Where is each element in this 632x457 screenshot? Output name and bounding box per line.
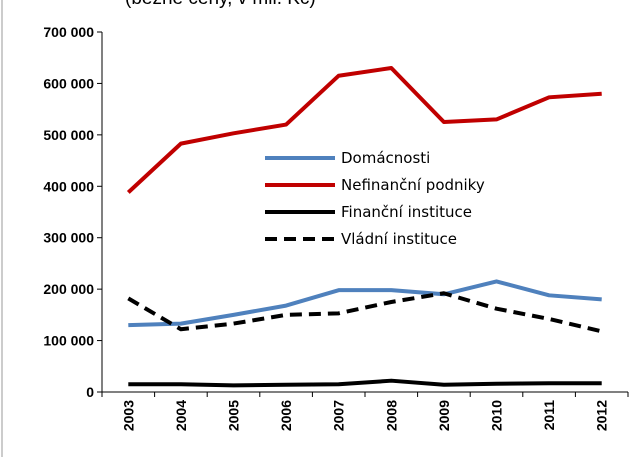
y-tick-label: 600 000 <box>43 75 94 91</box>
x-tick-label: 2010 <box>489 400 505 431</box>
x-tick-label: 2012 <box>594 400 610 431</box>
series-line <box>127 291 603 334</box>
series-line <box>128 279 602 328</box>
x-tick-label: 2004 <box>173 400 189 431</box>
legend-label: Nefinanční podniky <box>341 176 485 194</box>
x-tick-label: 2005 <box>226 400 242 431</box>
y-tick-label: 0 <box>86 384 94 400</box>
chart-subtitle: (běžné ceny, v mil. Kč) <box>125 0 316 9</box>
y-tick-label: 300 000 <box>43 230 94 246</box>
legend-label: Domácnosti <box>341 149 430 167</box>
x-tick-label: 2008 <box>383 400 399 431</box>
legend-label: Vládní instituce <box>341 230 457 248</box>
x-tick-label: 2007 <box>331 400 347 431</box>
x-tick-label: 2003 <box>120 400 136 431</box>
y-tick-label: 500 000 <box>43 127 94 143</box>
x-tick-label: 2011 <box>541 400 557 431</box>
series-line <box>126 66 602 194</box>
x-tick-label: 2009 <box>436 400 452 431</box>
series-line <box>128 378 602 388</box>
y-tick-label: 700 000 <box>43 24 94 40</box>
y-tick-label: 100 000 <box>43 333 94 349</box>
y-tick-label: 200 000 <box>43 281 94 297</box>
x-tick-label: 2006 <box>278 400 294 431</box>
legend-label: Finanční instituce <box>341 203 472 221</box>
y-tick-label: 400 000 <box>43 178 94 194</box>
